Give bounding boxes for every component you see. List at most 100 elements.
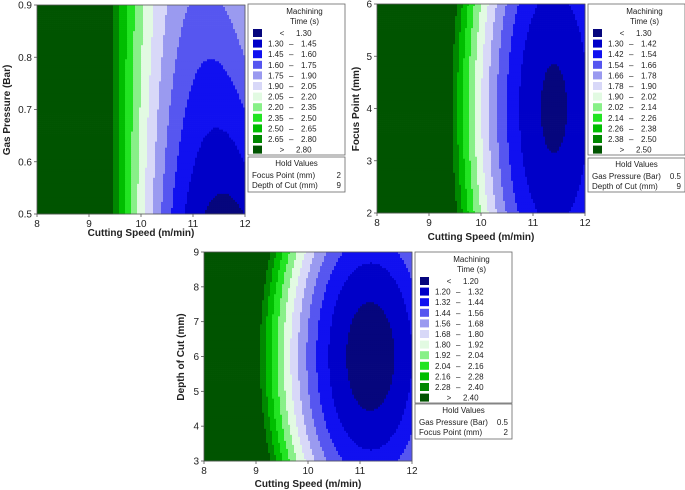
contour-cell <box>91 15 93 17</box>
contour-cell <box>205 13 207 15</box>
contour-cell <box>153 15 155 17</box>
contour-cell <box>97 25 99 27</box>
contour-cell <box>149 19 151 21</box>
contour-cell <box>203 23 205 25</box>
contour-cell <box>121 23 123 25</box>
contour-cell <box>39 21 41 23</box>
contour-cell <box>79 15 81 17</box>
contour-cell <box>191 27 193 29</box>
contour-cell <box>59 29 61 31</box>
contour-cell <box>205 7 207 9</box>
contour-cell <box>169 17 171 19</box>
contour-cell <box>161 29 163 31</box>
contour-cell <box>183 29 185 31</box>
contour-cell <box>133 21 135 23</box>
contour-cell <box>67 15 69 17</box>
contour-cell <box>215 7 217 9</box>
contour-cell <box>89 29 91 31</box>
contour-cell <box>45 21 47 23</box>
contour-cell <box>83 23 85 25</box>
contour-cell <box>213 11 215 13</box>
contour-cell <box>129 21 131 23</box>
contour-cell <box>61 27 63 29</box>
contour-cell <box>45 29 47 31</box>
contour-cell <box>223 23 225 25</box>
contour-cell <box>109 13 111 15</box>
contour-cell <box>207 21 209 23</box>
contour-cell <box>69 9 71 11</box>
contour-cell <box>115 19 117 21</box>
contour-cell <box>165 7 167 9</box>
contour-cell <box>109 7 111 9</box>
contour-cell <box>231 19 233 21</box>
contour-cell <box>221 11 223 13</box>
contour-cell <box>143 15 145 17</box>
contour-cell <box>161 9 163 11</box>
contour-cell <box>55 27 57 29</box>
contour-cell <box>193 7 195 9</box>
contour-cell <box>183 17 185 19</box>
contour-cell <box>213 9 215 11</box>
contour-cell <box>161 7 163 9</box>
contour-cell <box>77 19 79 21</box>
contour-cell <box>225 13 227 15</box>
contour-cell <box>205 9 207 11</box>
contour-cell <box>81 23 83 25</box>
contour-cell <box>67 9 69 11</box>
contour-cell <box>135 9 137 11</box>
contour-cell <box>111 17 113 19</box>
contour-cell <box>235 11 237 13</box>
contour-cell <box>183 25 185 27</box>
contour-cell <box>207 15 209 17</box>
contour-cell <box>73 9 75 11</box>
contour-cell <box>191 19 193 21</box>
contour-cell <box>49 25 51 27</box>
contour-cell <box>207 25 209 27</box>
contour-cell <box>189 9 191 11</box>
contour-cell <box>171 13 173 15</box>
contour-cell <box>223 21 225 23</box>
contour-cell <box>87 29 89 31</box>
contour-cell <box>121 29 123 31</box>
contour-cell <box>201 11 203 13</box>
contour-cell <box>177 13 179 15</box>
contour-cell <box>159 27 161 29</box>
contour-cell <box>93 21 95 23</box>
contour-cell <box>47 9 49 11</box>
contour-cell <box>233 23 235 25</box>
contour-cell <box>65 11 67 13</box>
contour-cell <box>187 19 189 21</box>
contour-cell <box>127 9 129 11</box>
contour-cell <box>51 17 53 19</box>
contour-cell <box>189 19 191 21</box>
contour-cell <box>213 17 215 19</box>
contour-cell <box>119 15 121 17</box>
contour-cell <box>215 23 217 25</box>
contour-cell <box>165 15 167 17</box>
contour-cell <box>177 7 179 9</box>
contour-cell <box>179 25 181 27</box>
contour-cell <box>147 23 149 25</box>
contour-cell <box>97 19 99 21</box>
contour-cell <box>125 19 127 21</box>
contour-cell <box>113 21 115 23</box>
contour-cell <box>205 23 207 25</box>
contour-cell <box>191 23 193 25</box>
contour-cell <box>229 9 231 11</box>
contour-cell <box>61 7 63 9</box>
contour-cell <box>55 13 57 15</box>
contour-cell <box>207 13 209 15</box>
contour-cell <box>207 9 209 11</box>
contour-cell <box>67 25 69 27</box>
contour-cell <box>213 7 215 9</box>
contour-cell <box>133 29 135 31</box>
contour-cell <box>81 11 83 13</box>
contour-cell <box>163 11 165 13</box>
contour-cell <box>213 19 215 21</box>
contour-cell <box>101 23 103 25</box>
contour-cell <box>91 19 93 21</box>
contour-cell <box>139 21 141 23</box>
contour-cell <box>177 23 179 25</box>
contour-cell <box>145 17 147 19</box>
contour-cell <box>39 15 41 17</box>
